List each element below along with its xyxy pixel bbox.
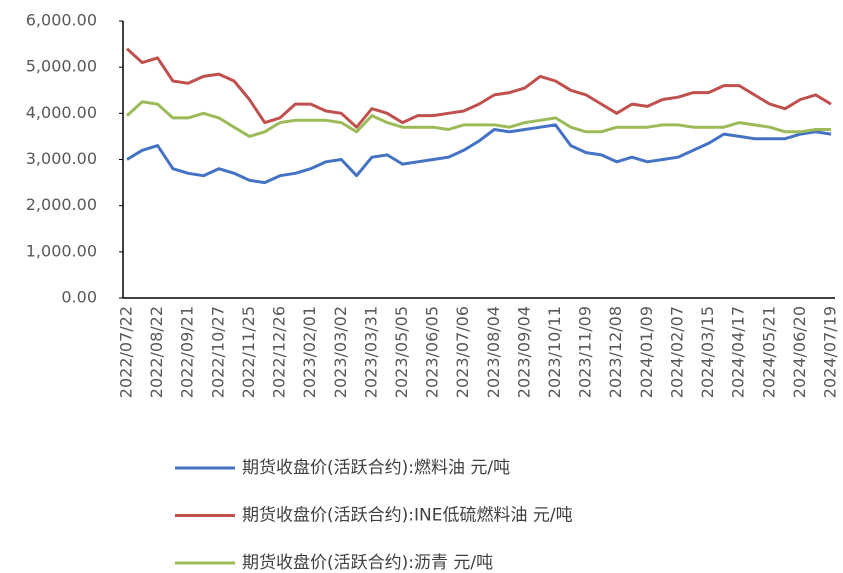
x-tick-label: 2022/11/25 [239, 306, 258, 398]
x-tick-label: 2024/05/21 [759, 306, 778, 398]
x-tick-label: 2022/07/22 [117, 306, 136, 398]
x-tick-label: 2024/06/20 [790, 306, 809, 398]
y-tick-label: 2,000.00 [26, 195, 97, 214]
legend-label: 期货收盘价(活跃合约):燃料油 元/吨 [242, 458, 510, 478]
y-tick-label: 0.00 [61, 288, 97, 307]
x-tick-label: 2023/06/05 [423, 306, 442, 398]
x-tick-label: 2023/08/04 [484, 306, 503, 398]
x-tick-label: 2024/03/15 [698, 306, 717, 398]
series-line [126, 123, 832, 185]
x-tick-label: 2023/11/09 [576, 306, 595, 398]
series-line [125, 47, 832, 129]
x-tick-label: 2024/04/17 [729, 306, 748, 398]
x-tick-label: 2023/02/01 [300, 306, 319, 398]
series-line [125, 100, 831, 138]
x-tick-label: 2024/02/07 [667, 306, 686, 398]
legend-label: 期货收盘价(活跃合约):沥青 元/吨 [242, 553, 493, 573]
y-tick-label: 1,000.00 [26, 241, 97, 260]
x-tick-label: 2022/08/22 [147, 306, 166, 398]
x-tick-label: 2023/05/05 [392, 306, 411, 398]
x-tick-label: 2024/07/19 [821, 306, 840, 398]
y-tick-label: 5,000.00 [26, 57, 97, 76]
x-tick-label: 2023/03/31 [361, 306, 380, 398]
x-tick-label: 2022/09/21 [178, 306, 197, 398]
x-tick-label: 2022/12/26 [270, 306, 289, 398]
x-tick-label: 2024/01/09 [637, 306, 656, 398]
x-tick-label: 2023/09/04 [514, 306, 533, 398]
y-tick-label: 6,000.00 [26, 11, 97, 30]
x-tick-label: 2023/03/02 [331, 306, 350, 398]
y-tick-label: 4,000.00 [26, 103, 97, 122]
legend-label: 期货收盘价(活跃合约):INE低硫燃料油 元/吨 [242, 506, 573, 526]
x-tick-label: 2023/10/11 [545, 306, 564, 398]
x-tick-label: 2022/10/27 [208, 306, 227, 398]
y-tick-label: 3,000.00 [26, 149, 97, 168]
x-tick-label: 2023/07/06 [453, 306, 472, 398]
x-tick-label: 2023/12/08 [606, 306, 625, 398]
